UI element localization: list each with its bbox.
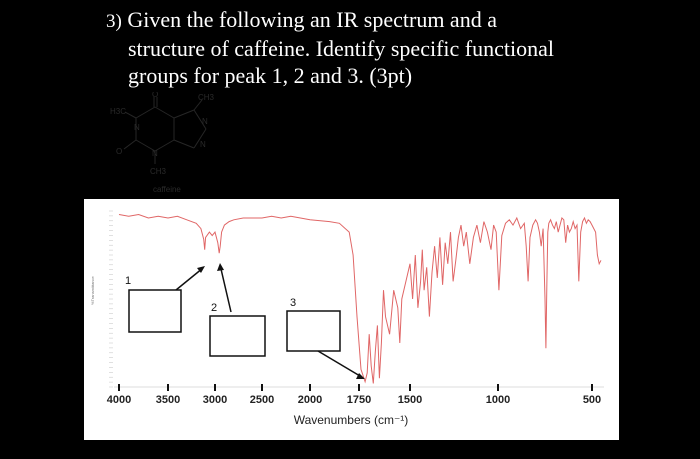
- atom-n3: N: [152, 149, 158, 158]
- x-axis: 4000 3500 3000 2500 2000 1750 1500 1000 500: [107, 384, 604, 406]
- peak-arrow-2-head: [217, 263, 224, 271]
- answer-box-2[interactable]: [209, 315, 266, 357]
- question-number: 3): [106, 11, 122, 32]
- x-tick-mark: [591, 384, 593, 391]
- x-tick-label: 3000: [203, 394, 227, 406]
- peak-label-2: 2: [211, 302, 217, 314]
- x-tick-mark: [409, 384, 411, 391]
- ir-spectrum-panel: %Transmittance 4000 3500 3000 2500 2000 1750 1…: [84, 199, 619, 440]
- atom-n1: N: [134, 123, 140, 132]
- y-axis-title: %Transmittance: [90, 275, 95, 305]
- x-axis-title: Wavenumbers (cm⁻¹): [294, 413, 409, 427]
- answer-box-3[interactable]: [286, 310, 341, 352]
- question-text: 3) Given the following an IR spectrum an…: [106, 6, 666, 89]
- x-tick-mark: [214, 384, 216, 391]
- peak-arrow-2: [220, 268, 232, 313]
- x-tick-label: 1750: [347, 394, 371, 406]
- atom-methyl-bottom: CH3: [150, 167, 167, 176]
- x-tick-label: 1500: [398, 394, 422, 406]
- question-line-3: groups for peak 1, 2 and 3. (3pt): [128, 63, 413, 88]
- atom-methyl-left: H3C: [110, 107, 126, 116]
- peak-label-3: 3: [290, 297, 296, 309]
- question-line-1: 3) Given the following an IR spectrum an…: [106, 6, 666, 35]
- spectrum-series-line: [118, 213, 602, 384]
- x-tick-label: 1000: [486, 394, 510, 406]
- x-tick-mark: [118, 384, 120, 391]
- atom-o-top: O: [152, 92, 158, 99]
- x-tick-label: 4000: [107, 394, 131, 406]
- peak-arrow-1-head: [197, 266, 205, 273]
- x-tick-label: 500: [583, 394, 601, 406]
- x-tick-mark: [309, 384, 311, 391]
- atom-n7: N: [202, 117, 208, 126]
- structure-caption: caffeine: [153, 185, 181, 194]
- x-tick-label: 3500: [156, 394, 180, 406]
- x-tick-label: 2000: [298, 394, 322, 406]
- ir-spectrum-chart: %Transmittance 4000 3500 3000 2500 2000 1750 1…: [90, 210, 604, 427]
- question-line-2: structure of caffeine. Identify specific…: [128, 36, 554, 61]
- atom-n9: N: [200, 140, 206, 149]
- caffeine-structure: O O N N N N H3C CH3 CH3 caffeine: [110, 92, 215, 194]
- answer-box-1[interactable]: [128, 289, 182, 333]
- peak-arrow-1: [175, 267, 204, 291]
- peak-arrow-3-head: [356, 373, 365, 379]
- x-tick-mark: [167, 384, 169, 391]
- atom-o-left: O: [116, 147, 122, 156]
- peak-label-1: 1: [125, 275, 131, 287]
- y-axis-ticks: [109, 210, 113, 388]
- x-tick-mark: [261, 384, 263, 391]
- atom-methyl-top: CH3: [198, 93, 215, 102]
- x-tick-mark: [358, 384, 360, 391]
- x-tick-label: 2500: [250, 394, 274, 406]
- question-line-1-text: Given the following an IR spectrum and a: [127, 7, 497, 32]
- peak-arrow-3: [317, 350, 361, 377]
- x-tick-mark: [497, 384, 499, 391]
